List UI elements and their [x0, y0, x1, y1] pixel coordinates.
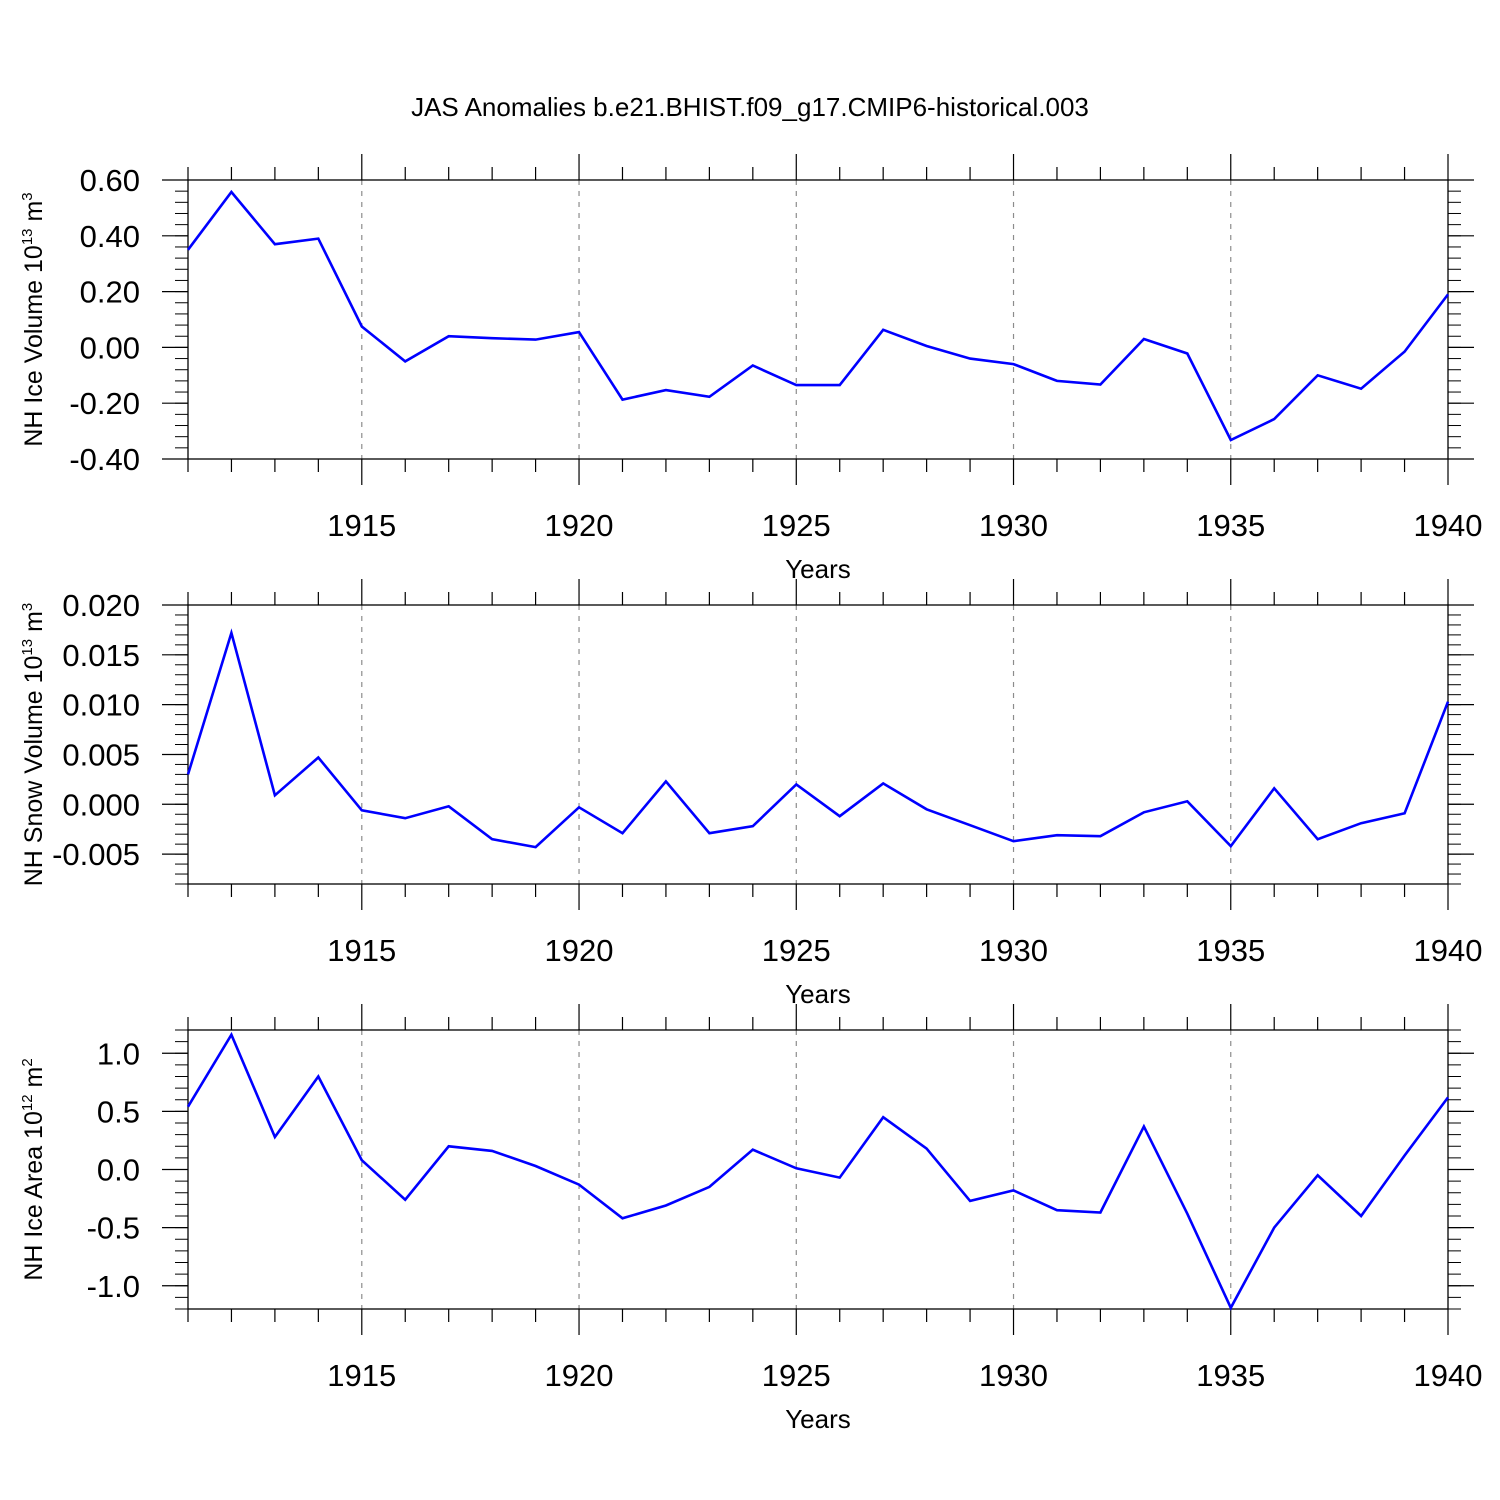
x-tick-label: 1925	[762, 508, 831, 543]
chart-panel-3: -1.0 -0.5 0.0 0.5 1.0 1915 1920 1925 1930 1935 194…	[19, 1004, 1482, 1434]
y-tick-label: 0.005	[62, 737, 140, 772]
y-axis-title: NH Ice Volume 1013 m3	[19, 192, 48, 446]
plot-frame	[187, 604, 1449, 885]
y-axis-title-superscript: 2	[19, 1058, 36, 1066]
y-axis-title-superscript: 13	[19, 228, 36, 245]
y-axis-title-part: m	[20, 611, 48, 639]
panels: -0.40 -0.20 0.00 0.20 0.40 0.60 1915 1920 1925 19…	[19, 154, 1482, 1434]
x-tick-label: 1915	[327, 1358, 396, 1393]
y-axis-title-superscript: 3	[19, 192, 36, 200]
y-tick-label: -0.40	[69, 442, 140, 477]
figure-title: JAS Anomalies b.e21.BHIST.f09_g17.CMIP6-…	[411, 92, 1089, 122]
y-tick-label: 0.020	[62, 588, 140, 623]
chart-panel-1: -0.40 -0.20 0.00 0.20 0.40 0.60 1915 1920 1925 19…	[19, 154, 1482, 584]
x-tick-label: 1935	[1196, 933, 1265, 968]
y-axis-title-part: m	[20, 1067, 48, 1095]
series-line	[186, 1031, 1450, 1311]
y-tick-label: 0.0	[97, 1153, 140, 1188]
y-axis-title-superscript: 13	[19, 639, 36, 656]
x-tick-label: 1925	[762, 933, 831, 968]
x-tick-label: 1940	[1414, 1358, 1483, 1393]
x-tick-label: 1930	[979, 1358, 1048, 1393]
y-tick-label: 0.00	[80, 330, 140, 365]
x-tick-label: 1940	[1414, 508, 1483, 543]
y-tick-label: 0.20	[80, 275, 140, 310]
y-tick-label: 0.010	[62, 688, 140, 723]
x-axis-title: Years	[785, 554, 851, 584]
series-line	[186, 189, 1450, 442]
y-axis-title-superscript: 3	[19, 603, 36, 611]
series-line	[186, 628, 1450, 849]
y-tick-label: -0.5	[87, 1211, 140, 1246]
y-tick-label: -0.20	[69, 386, 140, 421]
x-tick-label: 1935	[1196, 1358, 1265, 1393]
y-axis-title: NH Ice Area 1012 m2	[19, 1058, 48, 1280]
y-axis-title-part: m	[20, 201, 48, 229]
plot-frame	[187, 1029, 1449, 1310]
y-axis-title-part: NH Ice Volume 10	[20, 245, 48, 447]
x-tick-label: 1940	[1414, 933, 1483, 968]
x-tick-label: 1925	[762, 1358, 831, 1393]
x-tick-label: 1920	[545, 1358, 614, 1393]
x-axis-title: Years	[785, 979, 851, 1009]
plot-frame	[187, 179, 1449, 460]
x-tick-label: 1935	[1196, 508, 1265, 543]
x-tick-label: 1920	[545, 508, 614, 543]
x-tick-label: 1920	[545, 933, 614, 968]
x-tick-label: 1915	[327, 508, 396, 543]
y-axis-title-part: NH Ice Area 10	[20, 1111, 48, 1281]
y-axis-title-superscript: 12	[19, 1094, 36, 1111]
y-tick-label: 0.015	[62, 638, 140, 673]
y-tick-label: 0.40	[80, 219, 140, 254]
x-tick-label: 1915	[327, 933, 396, 968]
y-tick-label: 0.5	[97, 1094, 140, 1129]
x-axis-title: Years	[785, 1404, 851, 1434]
y-tick-label: 0.60	[80, 163, 140, 198]
chart-panel-2: -0.005 0.000 0.005 0.010 0.015 0.020 1915 1920 1…	[19, 579, 1482, 1009]
y-axis-title-part: NH Snow Volume 10	[20, 656, 48, 887]
y-tick-label: 0.000	[62, 787, 140, 822]
y-axis-title: NH Snow Volume 1013 m3	[19, 603, 48, 887]
y-tick-label: -0.005	[52, 837, 140, 872]
x-tick-label: 1930	[979, 508, 1048, 543]
x-tick-label: 1930	[979, 933, 1048, 968]
y-tick-label: 1.0	[97, 1036, 140, 1071]
y-tick-label: -1.0	[87, 1269, 140, 1304]
